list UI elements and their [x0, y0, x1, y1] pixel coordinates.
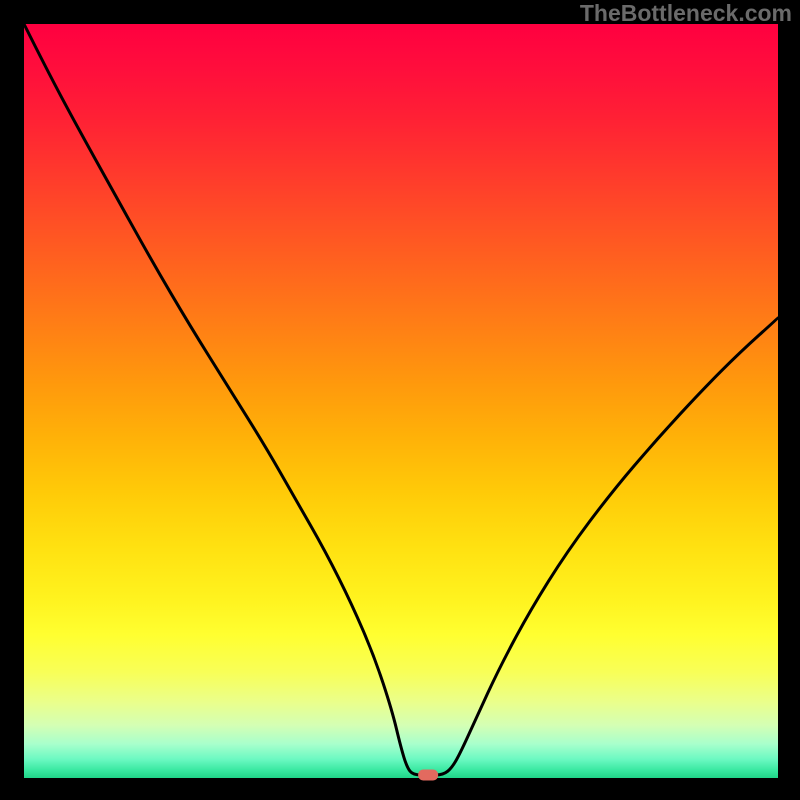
optimum-marker: [418, 769, 438, 780]
bottleneck-chart: [0, 0, 800, 800]
watermark-text: TheBottleneck.com: [580, 0, 792, 27]
chart-stage: TheBottleneck.com: [0, 0, 800, 800]
chart-background: [24, 24, 778, 778]
